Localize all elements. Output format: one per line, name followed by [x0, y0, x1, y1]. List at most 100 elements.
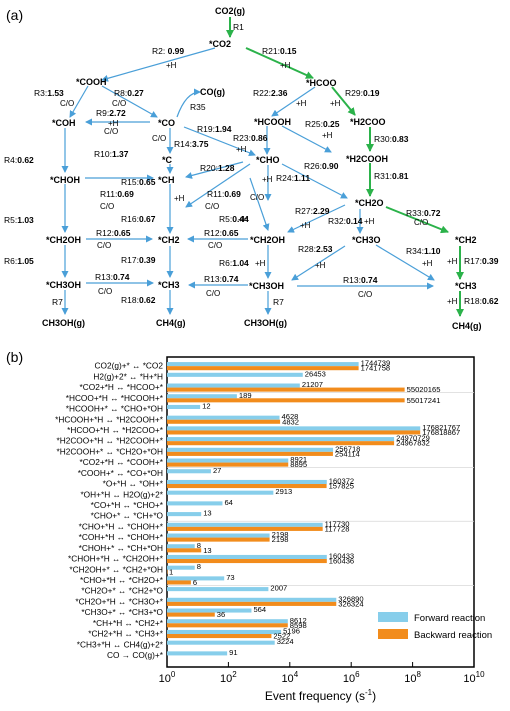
category-label: *CHO+*H ↔ *CHOH+* — [79, 521, 164, 531]
forward-bar — [167, 372, 303, 377]
rxn-r14: R14:3.75 — [174, 139, 209, 149]
rxn-r16: R16:0.67 — [121, 214, 156, 224]
species-hcoo: *HCOO — [306, 78, 337, 88]
forward-bar — [167, 576, 225, 581]
category-label: *CO+*H ↔ *CHO+* — [91, 500, 164, 510]
forward-bar — [167, 651, 228, 656]
species-cho: *CHO — [256, 155, 280, 165]
backward-bar — [167, 634, 272, 639]
arrow-cho-choh — [185, 163, 251, 208]
rxn-r9: R9:2.72 — [96, 108, 126, 118]
cond-co: C/O — [358, 290, 372, 299]
category-label: *HCOOH+*H ↔ *H2COOH+* — [55, 414, 164, 424]
forward-value-label: 256718 — [335, 444, 360, 453]
forward-value-label: 24970729 — [396, 434, 430, 443]
forward-bar — [167, 458, 289, 463]
rxn-r34: R34:1.10 — [406, 246, 441, 256]
cond-h: +H — [255, 259, 266, 268]
panel-b-label: (b) — [6, 349, 23, 365]
forward-value-label: 2198 — [272, 530, 289, 539]
forward-value-label: 160433 — [329, 552, 354, 561]
cond-co: C/O — [60, 99, 74, 108]
cond-co: C/O — [206, 289, 220, 298]
species-ch2o: *CH2O — [355, 198, 384, 208]
category-label: CO2(g)+* ↔ *CO2 — [95, 361, 164, 371]
species-ch3oh-left: *CH3OH — [46, 280, 81, 290]
forward-value-label: 176821767 — [422, 423, 460, 432]
arrow-ch2o-ch2oh — [287, 204, 346, 233]
rxn-r27: R27:2.29 — [295, 206, 330, 216]
reaction-labels: R1 R2: 0.99 R21:0.15 R3:1.53 R8:0.27 R22… — [4, 22, 499, 307]
x-tick-label: 108 — [404, 670, 421, 685]
rxn-r13-right: R13:0.74 — [343, 275, 378, 285]
arrow-choh-ch2oh-m — [249, 177, 270, 231]
rxn-r19: R19:1.94 — [197, 124, 232, 134]
x-axis-label: Event frequency (s-1) — [265, 688, 376, 703]
rxn-r21: R21:0.15 — [262, 46, 297, 56]
backward-bar — [167, 462, 289, 467]
category-label: *COOH+* ↔ *CO+*OH — [78, 468, 163, 478]
category-label: *CH3O+* ↔ *CH3+*O — [81, 607, 163, 617]
forward-value-label: 4628 — [282, 412, 299, 421]
forward-bar — [167, 597, 337, 602]
category-label: *H2COO+*H ↔ *H2COOH+* — [56, 436, 163, 446]
arrow-co-cho — [183, 126, 256, 157]
arrow-co-cog — [176, 88, 201, 118]
cond-h: +H — [447, 297, 458, 306]
forward-bar — [167, 501, 223, 506]
forward-bar — [167, 565, 195, 570]
rxn-r1: R1 — [233, 22, 244, 32]
backward-bar — [167, 623, 288, 628]
rxn-r13-left: R13:0.74 — [95, 272, 130, 282]
rxn-r31: R31:0.81 — [374, 171, 409, 181]
forward-value-label: 2913 — [275, 487, 292, 496]
forward-value-label: 91 — [229, 648, 237, 657]
category-label: CO → CO(g)+* — [107, 650, 164, 660]
main-pathway-arrows — [226, 17, 464, 317]
cond-co: C/O — [97, 241, 111, 250]
species-ch2oh-mid: *CH2OH — [250, 235, 285, 245]
species-h2coo: *H2COO — [350, 117, 386, 127]
backward-value-label: 8895 — [290, 460, 307, 469]
species-ch3-left: *CH3 — [158, 280, 180, 290]
arrow-ch3o-ch3oh-m — [291, 245, 346, 281]
rxn-r26: R26:0.90 — [304, 161, 339, 171]
rxn-r29: R29:0.19 — [345, 88, 380, 98]
category-label: *HCOOH+* ↔ *CHO+*OH — [66, 404, 163, 414]
cond-co: C/O — [250, 193, 264, 202]
forward-value-label: 564 — [253, 605, 266, 614]
rxn-r11-left: R11:0.69 — [100, 189, 134, 199]
x-tick-label: 100 — [159, 670, 176, 685]
forward-bar — [167, 426, 421, 431]
cond-h: +H — [447, 257, 458, 266]
rxn-r17-left: R17:0.39 — [121, 255, 156, 265]
cond-h: +H — [262, 175, 273, 184]
rxn-r6-left: R6:1.05 — [4, 256, 34, 266]
rxn-r10: R10:1.37 — [94, 149, 129, 159]
forward-bar — [167, 383, 300, 388]
rxn-r15: R15:0.65 — [121, 177, 156, 187]
arrow-hcooh-h2cooh — [281, 125, 332, 153]
panel-a-label: (a) — [6, 7, 23, 23]
forward-value-label: 8 — [197, 562, 201, 571]
forward-value-label: 8 — [197, 541, 201, 550]
x-tick-label: 1010 — [463, 670, 485, 685]
forward-value-label: 13 — [203, 509, 211, 518]
category-label: *HCOO+*H ↔ *H2COO+* — [67, 425, 164, 435]
forward-bar — [167, 587, 269, 592]
cond-co: C/O — [152, 134, 166, 143]
pathway-arrows — [61, 47, 435, 315]
rxn-r24: R24:1.11 — [276, 173, 310, 183]
backward-bar — [167, 569, 168, 574]
category-label: *CHO+*H ↔ *CH2O+* — [80, 575, 164, 585]
forward-value-label: 1744739 — [361, 359, 391, 368]
cond-h: +H — [422, 259, 433, 268]
forward-value-label: 12 — [202, 402, 210, 411]
forward-bar — [167, 619, 288, 624]
rxn-r30: R30:0.83 — [374, 134, 409, 144]
forward-value-label: 117730 — [325, 519, 350, 528]
green-arrow-r33 — [385, 206, 449, 234]
species-co2: *CO2 — [209, 39, 231, 49]
forward-bar — [167, 554, 327, 559]
backward-value-label: 55017241 — [407, 396, 441, 405]
